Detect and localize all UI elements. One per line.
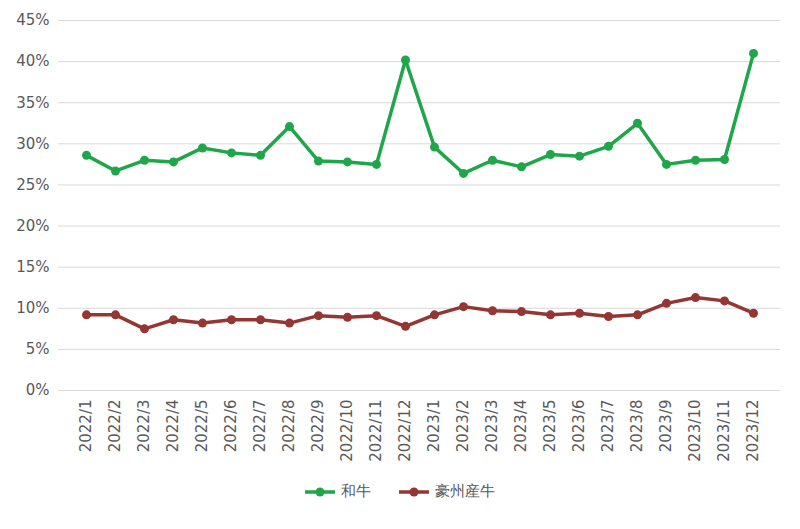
svg-text:10%: 10% <box>16 299 49 317</box>
svg-text:40%: 40% <box>16 52 49 70</box>
svg-text:2022/12: 2022/12 <box>396 400 414 462</box>
svg-text:25%: 25% <box>16 176 49 194</box>
svg-text:2022/7: 2022/7 <box>251 400 269 453</box>
svg-text:2023/6: 2023/6 <box>570 400 588 453</box>
svg-text:2023/12: 2023/12 <box>744 400 762 462</box>
svg-text:2023/5: 2023/5 <box>541 400 559 453</box>
svg-text:2022/9: 2022/9 <box>309 400 327 453</box>
svg-text:2023/10: 2023/10 <box>686 400 704 462</box>
svg-text:2022/1: 2022/1 <box>77 400 95 453</box>
html-text:和牛: 和牛 <box>341 482 371 500</box>
svg-text:2022/3: 2022/3 <box>135 400 153 453</box>
svg-text:2023/9: 2023/9 <box>657 400 675 453</box>
svg-text:2022/10: 2022/10 <box>338 400 356 462</box>
svg-text:2023/8: 2023/8 <box>628 400 646 453</box>
svg-text:45%: 45% <box>16 11 49 29</box>
svg-text:20%: 20% <box>16 217 49 235</box>
svg-text:2023/4: 2023/4 <box>512 400 530 453</box>
svg-text:2023/1: 2023/1 <box>425 400 443 453</box>
svg-text:2023/11: 2023/11 <box>715 400 733 462</box>
svg-text:35%: 35% <box>16 94 49 112</box>
svg-text:30%: 30% <box>16 135 49 153</box>
svg-text:5%: 5% <box>26 340 50 358</box>
svg-text:2022/4: 2022/4 <box>164 400 182 453</box>
html-text:豪州産牛: 豪州産牛 <box>435 482 495 500</box>
svg-text:2022/2: 2022/2 <box>106 400 124 453</box>
svg-text:15%: 15% <box>16 258 49 276</box>
svg-text:2022/6: 2022/6 <box>222 400 240 453</box>
svg-text:2022/8: 2022/8 <box>280 400 298 453</box>
svg-text:2022/11: 2022/11 <box>367 400 385 462</box>
svg-text:2023/7: 2023/7 <box>599 400 617 453</box>
svg-text:2023/2: 2023/2 <box>454 400 472 453</box>
svg-text:2022/5: 2022/5 <box>193 400 211 453</box>
svg-text:0%: 0% <box>26 381 50 399</box>
svg-text:2023/3: 2023/3 <box>483 400 501 453</box>
